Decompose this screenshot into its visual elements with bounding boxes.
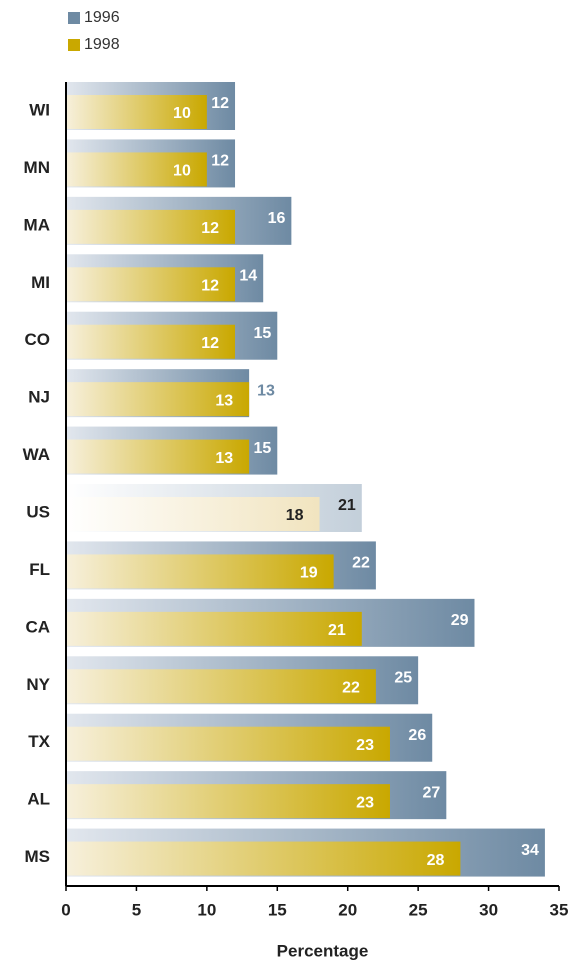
y-tick-label: AL: [27, 790, 50, 809]
x-tick-label: 5: [132, 900, 141, 919]
data-label: 12: [201, 220, 219, 237]
y-tick-label: MI: [31, 273, 50, 292]
bar: [66, 497, 320, 531]
data-label: 13: [215, 450, 233, 467]
y-tick-label: MA: [24, 215, 50, 234]
data-label: 15: [253, 325, 271, 342]
x-tick-label: 20: [338, 900, 357, 919]
bar: [66, 324, 236, 359]
bar: [66, 439, 250, 474]
bar: [66, 267, 236, 302]
bar: [66, 152, 207, 187]
data-label: 21: [328, 622, 346, 639]
x-tick-label: 15: [268, 900, 287, 919]
data-label: 12: [201, 335, 219, 352]
bar: [66, 669, 376, 704]
data-label: 22: [342, 680, 360, 697]
data-label: 13: [257, 382, 275, 399]
legend-label: 1998: [84, 36, 120, 53]
y-tick-label: NY: [26, 675, 50, 694]
data-label: 28: [427, 852, 445, 869]
y-tick-label: MS: [25, 847, 51, 866]
data-label: 12: [201, 278, 219, 295]
bar: [66, 726, 390, 761]
data-label: 22: [352, 555, 370, 572]
data-label: 12: [211, 153, 229, 170]
data-label: 29: [451, 612, 469, 629]
legend-swatch: [68, 12, 80, 24]
data-label: 19: [300, 565, 318, 582]
y-tick-label: CO: [25, 330, 51, 349]
x-axis-label: Percentage: [277, 941, 369, 960]
data-label: 23: [356, 794, 374, 811]
data-label: 16: [268, 210, 286, 227]
data-label: 26: [408, 727, 426, 744]
data-label: 23: [356, 737, 374, 754]
y-tick-label: CA: [25, 617, 50, 636]
x-tick-label: 35: [550, 900, 569, 919]
data-label: 25: [394, 670, 412, 687]
y-tick-label: TX: [28, 732, 50, 751]
y-tick-label: US: [26, 502, 50, 521]
bar: [66, 841, 461, 876]
data-label: 12: [211, 95, 229, 112]
data-label: 34: [521, 842, 539, 859]
x-tick-label: 30: [479, 900, 498, 919]
legend-label: 1996: [84, 9, 120, 26]
data-label: 27: [423, 784, 441, 801]
bar: [66, 382, 250, 417]
data-label: 14: [239, 268, 257, 285]
x-tick-label: 25: [409, 900, 428, 919]
data-label: 15: [253, 440, 271, 457]
y-tick-label: FL: [29, 560, 50, 579]
bar: [66, 209, 236, 244]
legend-swatch: [68, 39, 80, 51]
y-tick-label: NJ: [28, 388, 50, 407]
y-tick-label: WA: [23, 445, 50, 464]
x-tick-label: 10: [197, 900, 216, 919]
bar: [66, 554, 334, 589]
y-tick-label: MN: [24, 158, 50, 177]
x-tick-label: 0: [61, 900, 70, 919]
bar: [66, 784, 390, 819]
data-label: 21: [338, 497, 356, 514]
data-label: 18: [286, 507, 304, 524]
data-label: 13: [215, 392, 233, 409]
data-label: 10: [173, 105, 191, 122]
bar: [66, 611, 362, 646]
data-label: 10: [173, 163, 191, 180]
y-tick-label: WI: [29, 100, 50, 119]
bar: [66, 95, 207, 129]
